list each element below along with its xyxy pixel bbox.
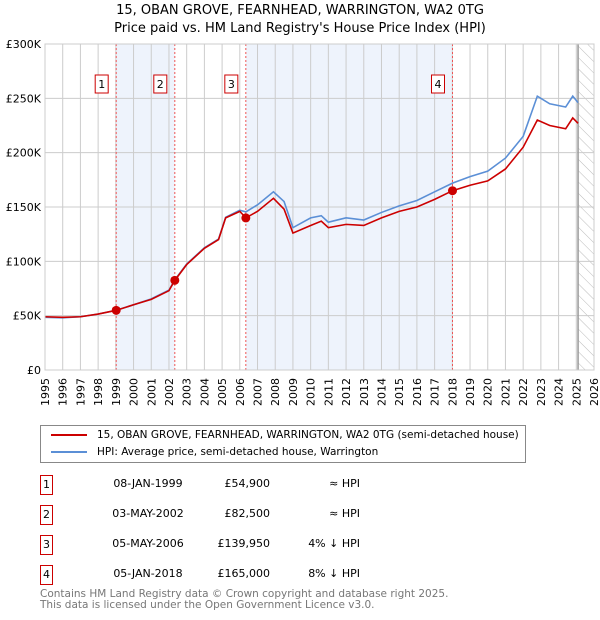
sale-hpi: 8% ↓ HPI <box>308 567 360 580</box>
x-tick-label: 2000 <box>128 378 141 406</box>
footer-line: This data is licensed under the Open Gov… <box>40 599 375 611</box>
sale-point <box>241 213 251 223</box>
x-tick-label: 2017 <box>429 378 442 406</box>
sale-date: 05-JAN-2018 <box>113 567 183 580</box>
subtitle-line: Price paid vs. HM Land Registry's House … <box>114 21 486 36</box>
sale-number: 4 <box>40 565 53 585</box>
sale-number: 2 <box>40 505 53 525</box>
x-tick-label: 2016 <box>411 378 424 406</box>
x-tick-label: 2014 <box>375 378 388 406</box>
x-tick-label: 2001 <box>145 378 158 406</box>
sale-label-box <box>430 74 445 94</box>
sale-label: 3 <box>228 78 235 91</box>
sale-date: 05-MAY-2006 <box>112 537 184 550</box>
x-tick-label: 2010 <box>305 378 318 406</box>
legend-item-property: 15, OBAN GROVE, FEARNHEAD, WARRINGTON, W… <box>51 429 519 441</box>
x-tick-label: 2008 <box>269 378 282 406</box>
sale-price: £54,900 <box>224 477 271 490</box>
sale-row: 2 03-MAY-2002 £82,500 ≈ HPI <box>40 505 560 525</box>
sale-row: 1 08-JAN-1999 £54,900 ≈ HPI <box>40 475 560 495</box>
sale-number: 1 <box>40 475 53 495</box>
x-tick-label: 2004 <box>198 378 211 406</box>
sale-hpi: ≈ HPI <box>329 477 360 490</box>
x-tick-label: 2011 <box>322 378 335 406</box>
price-paid-line <box>44 116 579 319</box>
x-tick-label: 2012 <box>340 378 353 406</box>
x-tick-label: 2023 <box>535 378 548 406</box>
x-tick-label: 2005 <box>216 378 229 406</box>
legend-item-hpi: HPI: Average price, semi-detached house,… <box>51 446 378 458</box>
x-tick-label: 2002 <box>163 378 176 406</box>
sale-date: 08-JAN-1999 <box>113 477 183 490</box>
sale-date: 03-MAY-2002 <box>112 507 184 520</box>
sale-number: 3 <box>40 535 53 555</box>
legend: 15, OBAN GROVE, FEARNHEAD, WARRINGTON, W… <box>40 425 526 463</box>
sale-price: £82,500 <box>224 507 271 520</box>
sale-row: 4 05-JAN-2018 £165,000 8% ↓ HPI <box>40 565 560 585</box>
x-tick-label: 2020 <box>482 378 495 406</box>
x-tick-label: 2003 <box>181 378 194 406</box>
price-chart: 1995 1996 1997 1998 1999 2000 2001 2002 2003 2004… <box>6 38 600 406</box>
x-tick-label: 2019 <box>464 378 477 406</box>
y-tick-label: £250K <box>6 92 42 105</box>
x-tick-label: 2022 <box>517 378 530 406</box>
y-tick-label: £0 <box>27 364 41 377</box>
red-line-swatch <box>51 434 87 436</box>
title-line: 15, OBAN GROVE, FEARNHEAD, WARRINGTON, W… <box>116 3 484 18</box>
x-tick-label: 1996 <box>57 378 70 406</box>
x-tick-label: 1995 <box>39 378 52 406</box>
sale-price: £139,950 <box>217 537 271 550</box>
y-tick-label: £150K <box>6 201 42 214</box>
y-tick-label: £300K <box>6 38 42 51</box>
x-tick-label: 2009 <box>287 378 300 406</box>
sale-point <box>447 186 457 196</box>
x-tick-label: 2025 <box>570 378 583 406</box>
x-tick-label: 2026 <box>588 378 600 406</box>
x-tick-label: 2007 <box>252 378 265 406</box>
sale-row: 3 05-MAY-2006 £139,950 4% ↓ HPI <box>40 535 560 555</box>
x-tick-label: 1997 <box>74 378 87 406</box>
x-tick-label: 2018 <box>446 378 459 406</box>
legend-label: 15, OBAN GROVE, FEARNHEAD, WARRINGTON, W… <box>97 429 519 441</box>
sale-point <box>111 305 121 315</box>
y-tick-label: £50K <box>13 310 42 323</box>
footer-line: Contains HM Land Registry data © Crown c… <box>40 588 449 600</box>
sale-label: 2 <box>157 78 164 91</box>
footer: Contains HM Land Registry data © Crown c… <box>40 589 448 611</box>
sale-label-box <box>153 74 168 94</box>
x-tick-label: 1999 <box>110 378 123 406</box>
x-tick-label: 2013 <box>358 378 371 406</box>
plot-border <box>44 43 595 371</box>
x-tick-label: 2006 <box>234 378 247 406</box>
x-tick-label: 2015 <box>393 378 406 406</box>
sale-hpi: ≈ HPI <box>329 507 360 520</box>
sale-label-box <box>224 74 239 94</box>
chart-title: 15, OBAN GROVE, FEARNHEAD, WARRINGTON, W… <box>0 2 600 38</box>
legend-label: HPI: Average price, semi-detached house,… <box>97 446 379 458</box>
sale-hpi: 4% ↓ HPI <box>308 537 360 550</box>
sale-label-box <box>94 74 109 94</box>
sale-point <box>170 275 180 285</box>
sale-label: 1 <box>98 78 105 91</box>
x-tick-label: 1998 <box>92 378 105 406</box>
sale-label: 4 <box>434 78 441 91</box>
x-tick-label: 2021 <box>499 378 512 406</box>
sale-price: £165,000 <box>217 567 271 580</box>
y-tick-label: £100K <box>6 255 42 268</box>
x-tick-label: 2024 <box>553 378 566 406</box>
blue-line-swatch <box>51 451 87 453</box>
y-tick-label: £200K <box>6 147 42 160</box>
